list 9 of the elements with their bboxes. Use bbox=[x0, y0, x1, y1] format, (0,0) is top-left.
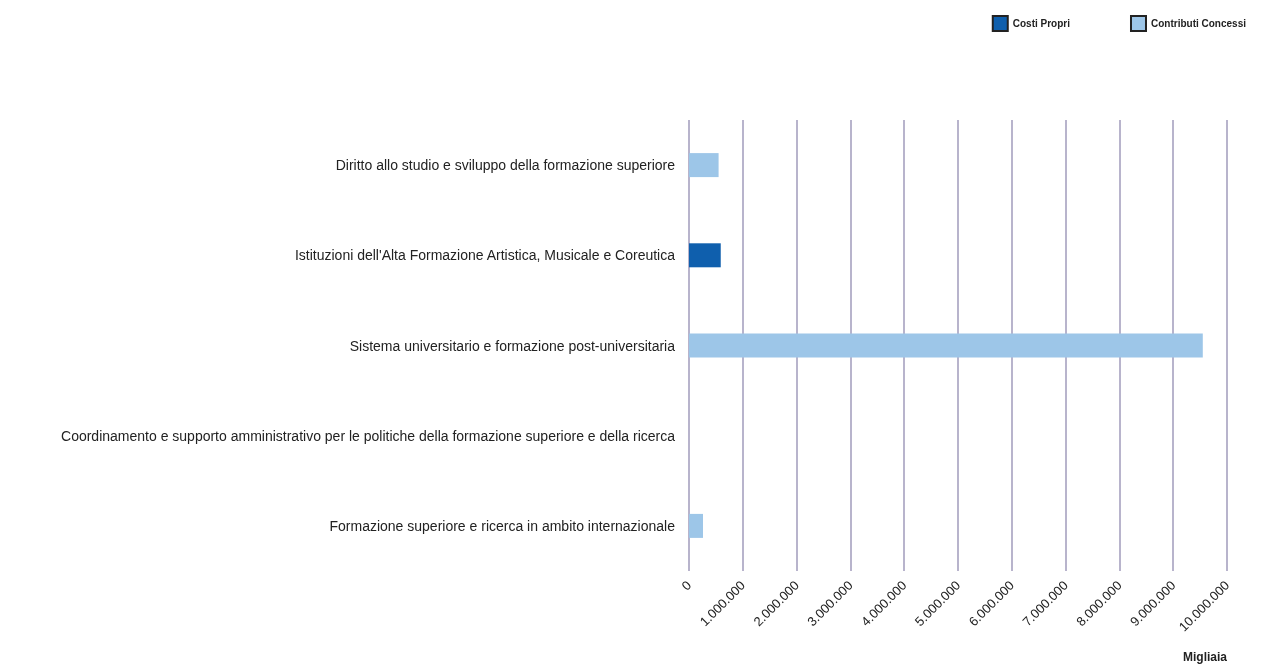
legend-label: Contributi Concessi bbox=[1151, 18, 1247, 29]
legend-label: Costi Propri bbox=[1012, 18, 1071, 29]
y-tick-label: Coordinamento e supporto amministrativo per le politiche della formazione superiore e della ricerca bbox=[61, 427, 676, 444]
x-axis-title: Migliaia bbox=[1182, 650, 1228, 664]
y-tick-label: Sistema universitario e formazione post-universitaria bbox=[349, 337, 676, 354]
y-tick-label: Formazione superiore e ricerca in ambito internazionale bbox=[329, 517, 676, 534]
y-tick-label: Diritto allo studio e sviluppo della formazione superiore bbox=[335, 157, 676, 174]
y-tick-label: Istituzioni dell'Alta Formazione Artistica, Musicale e Coreutica bbox=[294, 247, 676, 264]
x-tick-label: 0 bbox=[678, 577, 695, 594]
